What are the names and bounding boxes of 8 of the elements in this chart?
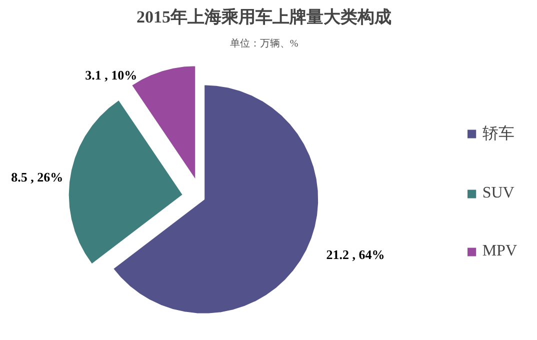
legend-label: 轿车 [482, 124, 514, 144]
data-label: 3.1 , 10% [85, 68, 138, 83]
legend-label: SUV [482, 184, 514, 202]
data-label: 21.2 , 64% [326, 247, 385, 262]
chart-subtitle: 单位：万辆、% [230, 38, 298, 50]
legend-label: MPV [482, 242, 517, 260]
data-label: 8.5 , 26% [11, 169, 64, 184]
chart-title: 2015年上海乘用车上牌量大类构成 [136, 8, 392, 26]
